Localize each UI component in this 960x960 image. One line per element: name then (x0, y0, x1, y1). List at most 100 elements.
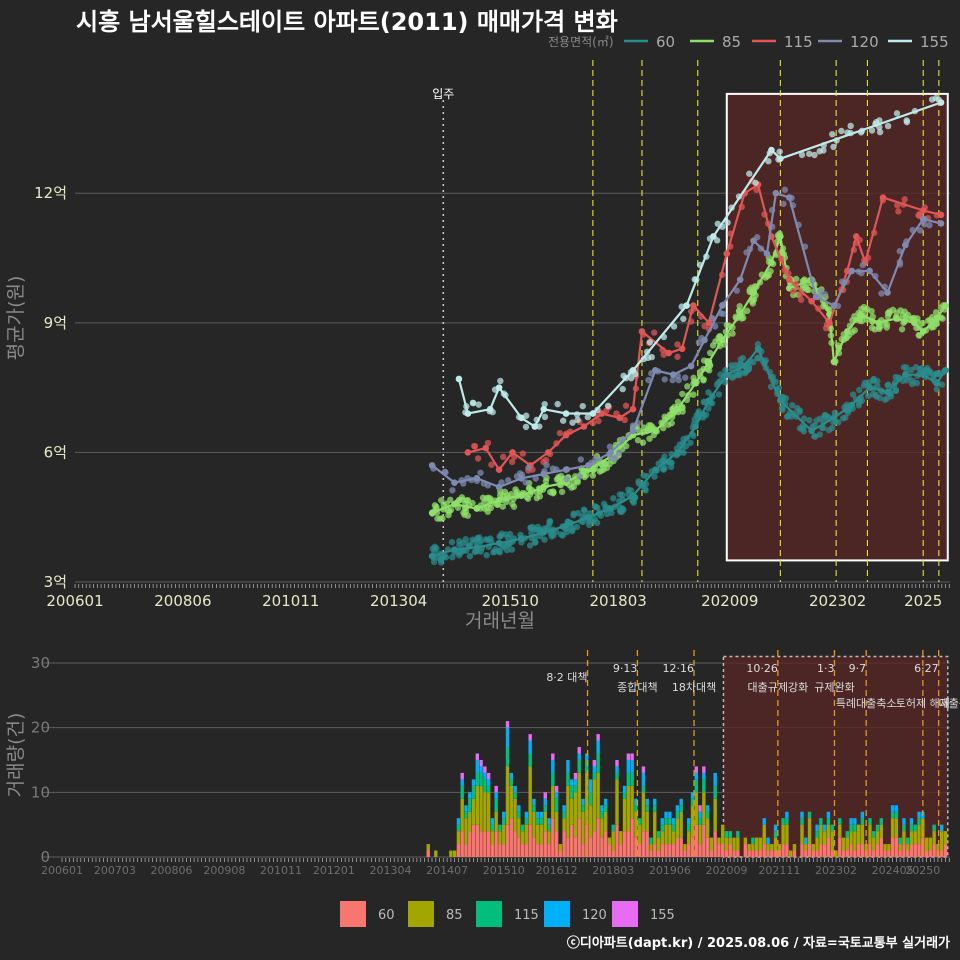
scatter-point (680, 449, 687, 456)
volume-bar (660, 844, 665, 857)
volume-bar (509, 818, 513, 857)
volume-bar (815, 837, 819, 851)
volume-bar (630, 785, 634, 819)
series-point (518, 414, 525, 422)
scatter-point (554, 475, 562, 483)
series-point (933, 379, 940, 387)
scatter-point (695, 339, 703, 346)
volume-bar (853, 824, 857, 832)
scatter-point (820, 147, 827, 154)
volume-bar (872, 831, 876, 838)
volume-bar (656, 837, 661, 851)
scatter-point (660, 351, 667, 358)
volume-bar (524, 818, 529, 825)
series-point (451, 479, 458, 486)
volume-bar (902, 831, 906, 845)
scatter-point (811, 151, 818, 159)
scatter-point (577, 456, 585, 463)
volume-bar (524, 844, 529, 857)
scatter-point (569, 419, 576, 426)
volume-bar (615, 772, 619, 780)
scatter-point (525, 464, 532, 471)
volume-bar (841, 850, 846, 857)
series-point (884, 388, 891, 396)
volume-bar (898, 850, 902, 857)
scatter-point (674, 341, 681, 348)
scatter-point (612, 454, 619, 461)
volume-bar (924, 850, 929, 857)
series-point (451, 546, 458, 553)
volume-bar (773, 831, 778, 838)
volume-bar (671, 818, 676, 825)
volume-x-tick: 201304 (369, 864, 411, 877)
scatter-point (437, 559, 445, 566)
series-point (428, 509, 436, 517)
volume-bar (773, 824, 778, 832)
scatter-point (793, 275, 800, 283)
volume-bar (785, 811, 789, 819)
series-point (451, 500, 458, 508)
scatter-point (635, 427, 642, 434)
volume-bar (849, 831, 853, 845)
volume-bar (743, 844, 748, 857)
volume-bar (513, 798, 517, 832)
volume-bar (577, 747, 581, 754)
line-legend: 전용면적(㎡) 60 85 115 120 155 (548, 33, 949, 51)
scatter-point (462, 536, 469, 543)
volume-bar (520, 824, 525, 832)
y-tick-label: 12억 (34, 184, 67, 202)
volume-y-tick: 20 (31, 719, 50, 737)
volume-bar (702, 824, 706, 857)
volume-bar (517, 818, 521, 838)
volume-bar (468, 831, 472, 857)
scatter-point (465, 541, 472, 548)
volume-bar (887, 850, 891, 857)
legend-box (340, 901, 366, 927)
volume-bar (569, 779, 574, 786)
volume-bar (906, 837, 910, 845)
volume-bar (494, 792, 498, 799)
volume-bar (505, 824, 510, 857)
scatter-point (659, 465, 667, 473)
scatter-point (541, 400, 548, 408)
volume-bar (751, 850, 755, 857)
volume-bar (819, 844, 823, 857)
volume-bar (762, 824, 766, 845)
scatter-point (437, 515, 444, 522)
scatter-point (776, 148, 783, 155)
volume-bar (554, 785, 559, 793)
volume-bar (585, 753, 589, 760)
legend-label: 155 (920, 33, 949, 51)
volume-bar (641, 785, 646, 793)
volume-bar (513, 831, 517, 857)
volume-bar (792, 844, 797, 851)
volume-bar (687, 844, 691, 857)
series-point (687, 362, 695, 370)
volume-bar (615, 759, 619, 767)
volume-bar (698, 824, 702, 845)
volume-bar (845, 831, 850, 838)
series-point (674, 405, 681, 413)
volume-y-tick: 0 (40, 848, 50, 866)
scatter-point (733, 287, 740, 294)
series-point (540, 529, 548, 536)
series-point (495, 496, 503, 504)
volume-bar (573, 779, 578, 786)
scatter-point (687, 439, 694, 447)
volume-bar (928, 837, 933, 851)
volume-bar (490, 844, 495, 857)
volume-bar (671, 844, 676, 857)
scatter-point (639, 439, 647, 446)
volume-bar (588, 792, 593, 806)
volume-bar (781, 824, 785, 845)
volume-bar (917, 818, 921, 825)
volume-bar (705, 837, 710, 857)
volume-bar (668, 811, 672, 819)
volume-bar (917, 844, 921, 857)
scatter-point (674, 353, 681, 360)
volume-bar (751, 837, 755, 845)
series-point (785, 194, 793, 201)
series-point (544, 449, 552, 456)
volume-bar (622, 798, 627, 832)
scatter-point (646, 435, 653, 442)
